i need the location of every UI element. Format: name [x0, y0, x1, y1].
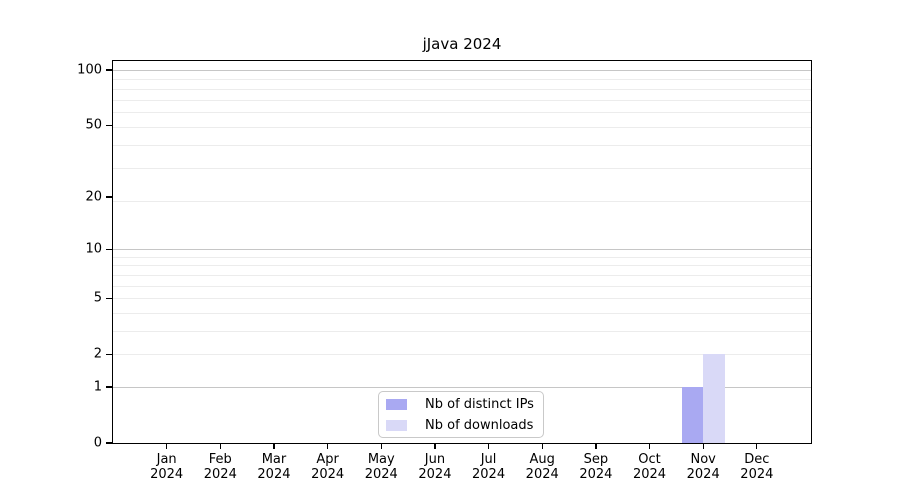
y-gridline-minor: [113, 144, 811, 146]
x-tick: [702, 443, 704, 449]
legend-swatch-icon: [386, 398, 407, 410]
y-gridline-minor: [113, 265, 811, 267]
x-tick-label: Oct 2024: [632, 451, 667, 483]
x-tick-label: Mar 2024: [257, 451, 291, 483]
x-tick: [756, 443, 758, 449]
x-tick: [166, 443, 168, 449]
bar-nb-of-downloads: [703, 354, 725, 443]
x-tick-label: Aug 2024: [525, 451, 559, 483]
y-tick: [106, 69, 113, 71]
y-tick: [106, 442, 113, 444]
y-tick: [106, 124, 113, 126]
y-tick: [106, 386, 113, 388]
x-tick-label: Feb 2024: [203, 451, 237, 483]
x-tick-label: Jan 2024: [150, 451, 184, 483]
y-gridline-minor: [113, 298, 811, 300]
legend: Nb of distinct IPs Nb of downloads: [378, 391, 544, 438]
y-gridline-minor: [113, 330, 811, 332]
legend-item: Nb of downloads: [379, 417, 543, 434]
y-tick-label: 2: [93, 346, 102, 362]
x-tick: [595, 443, 597, 449]
y-tick-label: 20: [85, 189, 102, 205]
y-tick: [106, 248, 113, 250]
y-gridline-minor: [113, 256, 811, 258]
x-tick: [219, 443, 221, 449]
legend-label: Nb of downloads: [425, 417, 534, 433]
y-gridline-minor: [113, 312, 811, 314]
y-tick-label: 50: [85, 117, 102, 133]
chart-title: jJava 2024: [422, 35, 502, 53]
legend-swatch-icon: [386, 419, 407, 431]
y-tick-label: 10: [85, 241, 102, 257]
bar-nb-of-distinct-ips: [681, 386, 704, 443]
y-tick-label: 0: [93, 435, 102, 451]
y-tick: [106, 196, 113, 198]
y-gridline-minor: [113, 112, 811, 114]
y-tick-label: 1: [93, 379, 102, 395]
x-tick: [487, 443, 490, 449]
x-tick-label: Apr 2024: [311, 451, 345, 483]
y-gridline-minor: [113, 274, 811, 276]
y-tick: [106, 353, 113, 355]
x-tick-label: May 2024: [364, 451, 398, 483]
y-gridline-minor: [113, 126, 811, 128]
y-gridline-minor: [113, 88, 811, 90]
x-tick-label: Nov 2024: [686, 451, 720, 483]
x-tick-label: Jun 2024: [418, 451, 452, 483]
y-tick-label: 5: [93, 290, 102, 306]
legend-item: Nb of distinct IPs: [379, 396, 543, 413]
y-gridline-major: [113, 386, 811, 388]
y-gridline-major: [113, 70, 811, 71]
x-tick: [380, 443, 382, 449]
y-gridline-minor: [113, 285, 811, 287]
x-tick: [434, 443, 436, 449]
y-gridline-minor: [113, 79, 811, 81]
y-gridline-minor: [113, 200, 811, 202]
x-tick-label: Sep 2024: [579, 451, 613, 483]
legend-label: Nb of distinct IPs: [425, 396, 534, 412]
y-tick-label: 100: [77, 62, 102, 78]
y-gridline-minor: [113, 99, 811, 101]
x-tick: [541, 443, 543, 449]
x-tick-label: Dec 2024: [740, 451, 774, 483]
y-gridline-minor: [113, 354, 811, 356]
x-tick: [648, 443, 651, 449]
y-tick: [106, 297, 113, 299]
y-gridline-minor: [113, 168, 811, 170]
y-gridline-major: [113, 249, 811, 251]
x-tick-label: Jul 2024: [472, 451, 506, 483]
x-tick: [326, 443, 329, 449]
x-tick: [273, 443, 275, 449]
